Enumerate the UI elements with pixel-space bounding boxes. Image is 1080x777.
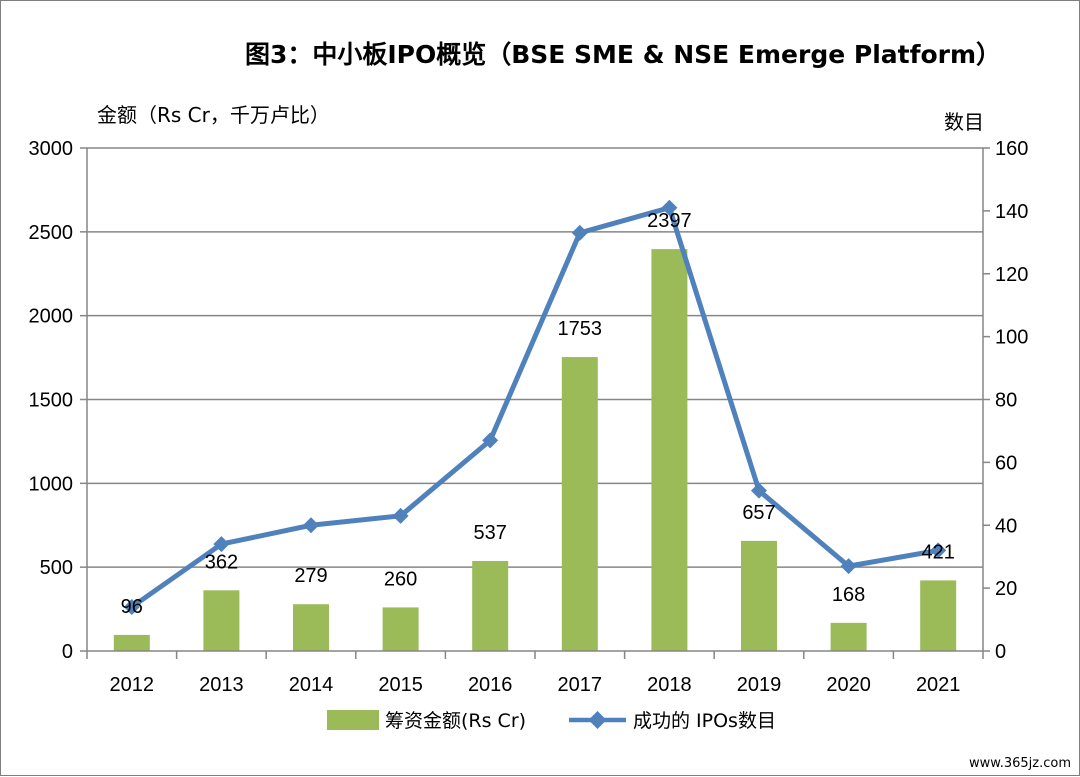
legend-swatch-marker [588, 711, 607, 729]
legend-swatch-bar [327, 710, 379, 730]
x-tick-label: 2019 [737, 674, 782, 696]
y2-tick-label: 40 [995, 515, 1017, 537]
x-tick-label: 2017 [558, 674, 603, 696]
bar [651, 249, 688, 651]
x-tick-label: 2018 [647, 674, 692, 696]
line-point [840, 558, 857, 575]
x-tick-label: 2016 [468, 674, 513, 696]
line-point [392, 507, 409, 524]
legend-label-bar: 筹资金额(Rs Cr) [385, 710, 526, 732]
line-point [303, 517, 319, 534]
bar [741, 540, 777, 651]
legend-label-line: 成功的 IPOs数目 [633, 710, 776, 732]
label-layer: 96 362 279 260 537 1753 2397 657 168 421 [121, 210, 955, 618]
data-label: 279 [294, 565, 327, 587]
y-tick-label: 1500 [29, 390, 74, 412]
watermark: www.365jz.com [969, 756, 1071, 771]
y-axis-title: 金额（Rs Cr，千万卢比） [97, 103, 330, 127]
y-tick-label: 3000 [29, 138, 74, 160]
bar [830, 622, 867, 651]
data-label: 421 [922, 541, 955, 563]
bar [203, 590, 240, 651]
chart-title: 图3：中小板IPO概览（BSE SME & NSE Emerge Platfor… [245, 40, 1001, 69]
data-label: 362 [205, 551, 238, 573]
y2-tick-label: 140 [995, 201, 1028, 223]
data-label: 1753 [558, 318, 603, 340]
axis-layer: 0 500 1000 1500 2000 2500 3000 0 20 40 60 80 100 120 1… [29, 138, 1029, 696]
line-point [213, 536, 230, 553]
line-point [482, 432, 499, 449]
grid-layer [87, 147, 983, 568]
x-tick-label: 2012 [110, 674, 155, 696]
legend: 筹资金额(Rs Cr) 成功的 IPOs数目 [327, 710, 776, 732]
y2-tick-label: 20 [995, 578, 1017, 600]
x-tick-label: 2015 [378, 674, 423, 696]
y-tick-label: 2500 [29, 222, 74, 244]
data-label: 657 [742, 502, 775, 524]
line-point [751, 482, 767, 499]
y2-tick-label: 80 [995, 390, 1017, 412]
data-label: 168 [832, 584, 865, 606]
x-tick-label: 2013 [199, 674, 244, 696]
y-tick-label: 1000 [29, 473, 74, 495]
bar [113, 634, 150, 651]
bar [561, 357, 598, 651]
y2-axis-title: 数目 [944, 110, 984, 134]
y2-tick-label: 60 [995, 452, 1017, 474]
data-label: 260 [384, 568, 417, 590]
x-tick-label: 2021 [916, 674, 961, 696]
y-tick-label: 500 [40, 557, 73, 579]
line-point [661, 199, 678, 216]
line-point [930, 542, 947, 559]
x-tick-label: 2020 [826, 674, 871, 696]
bar-layer [113, 249, 957, 651]
bar [382, 607, 419, 651]
line-series-path [129, 205, 941, 610]
bar [293, 604, 329, 651]
line-layer [123, 199, 947, 615]
bar [472, 560, 509, 651]
y2-tick-label: 160 [995, 138, 1028, 160]
x-tick-label: 2014 [289, 674, 334, 696]
line-point [571, 224, 588, 241]
data-label: 96 [121, 596, 143, 618]
y2-tick-label: 0 [995, 641, 1006, 663]
bar [920, 580, 957, 651]
data-label: 2397 [647, 210, 692, 232]
line-point [123, 598, 140, 615]
y-tick-label: 2000 [29, 306, 74, 328]
y2-tick-label: 120 [995, 264, 1028, 286]
data-label: 537 [474, 522, 507, 544]
y-tick-label: 0 [62, 641, 73, 663]
y2-tick-label: 100 [995, 327, 1028, 349]
